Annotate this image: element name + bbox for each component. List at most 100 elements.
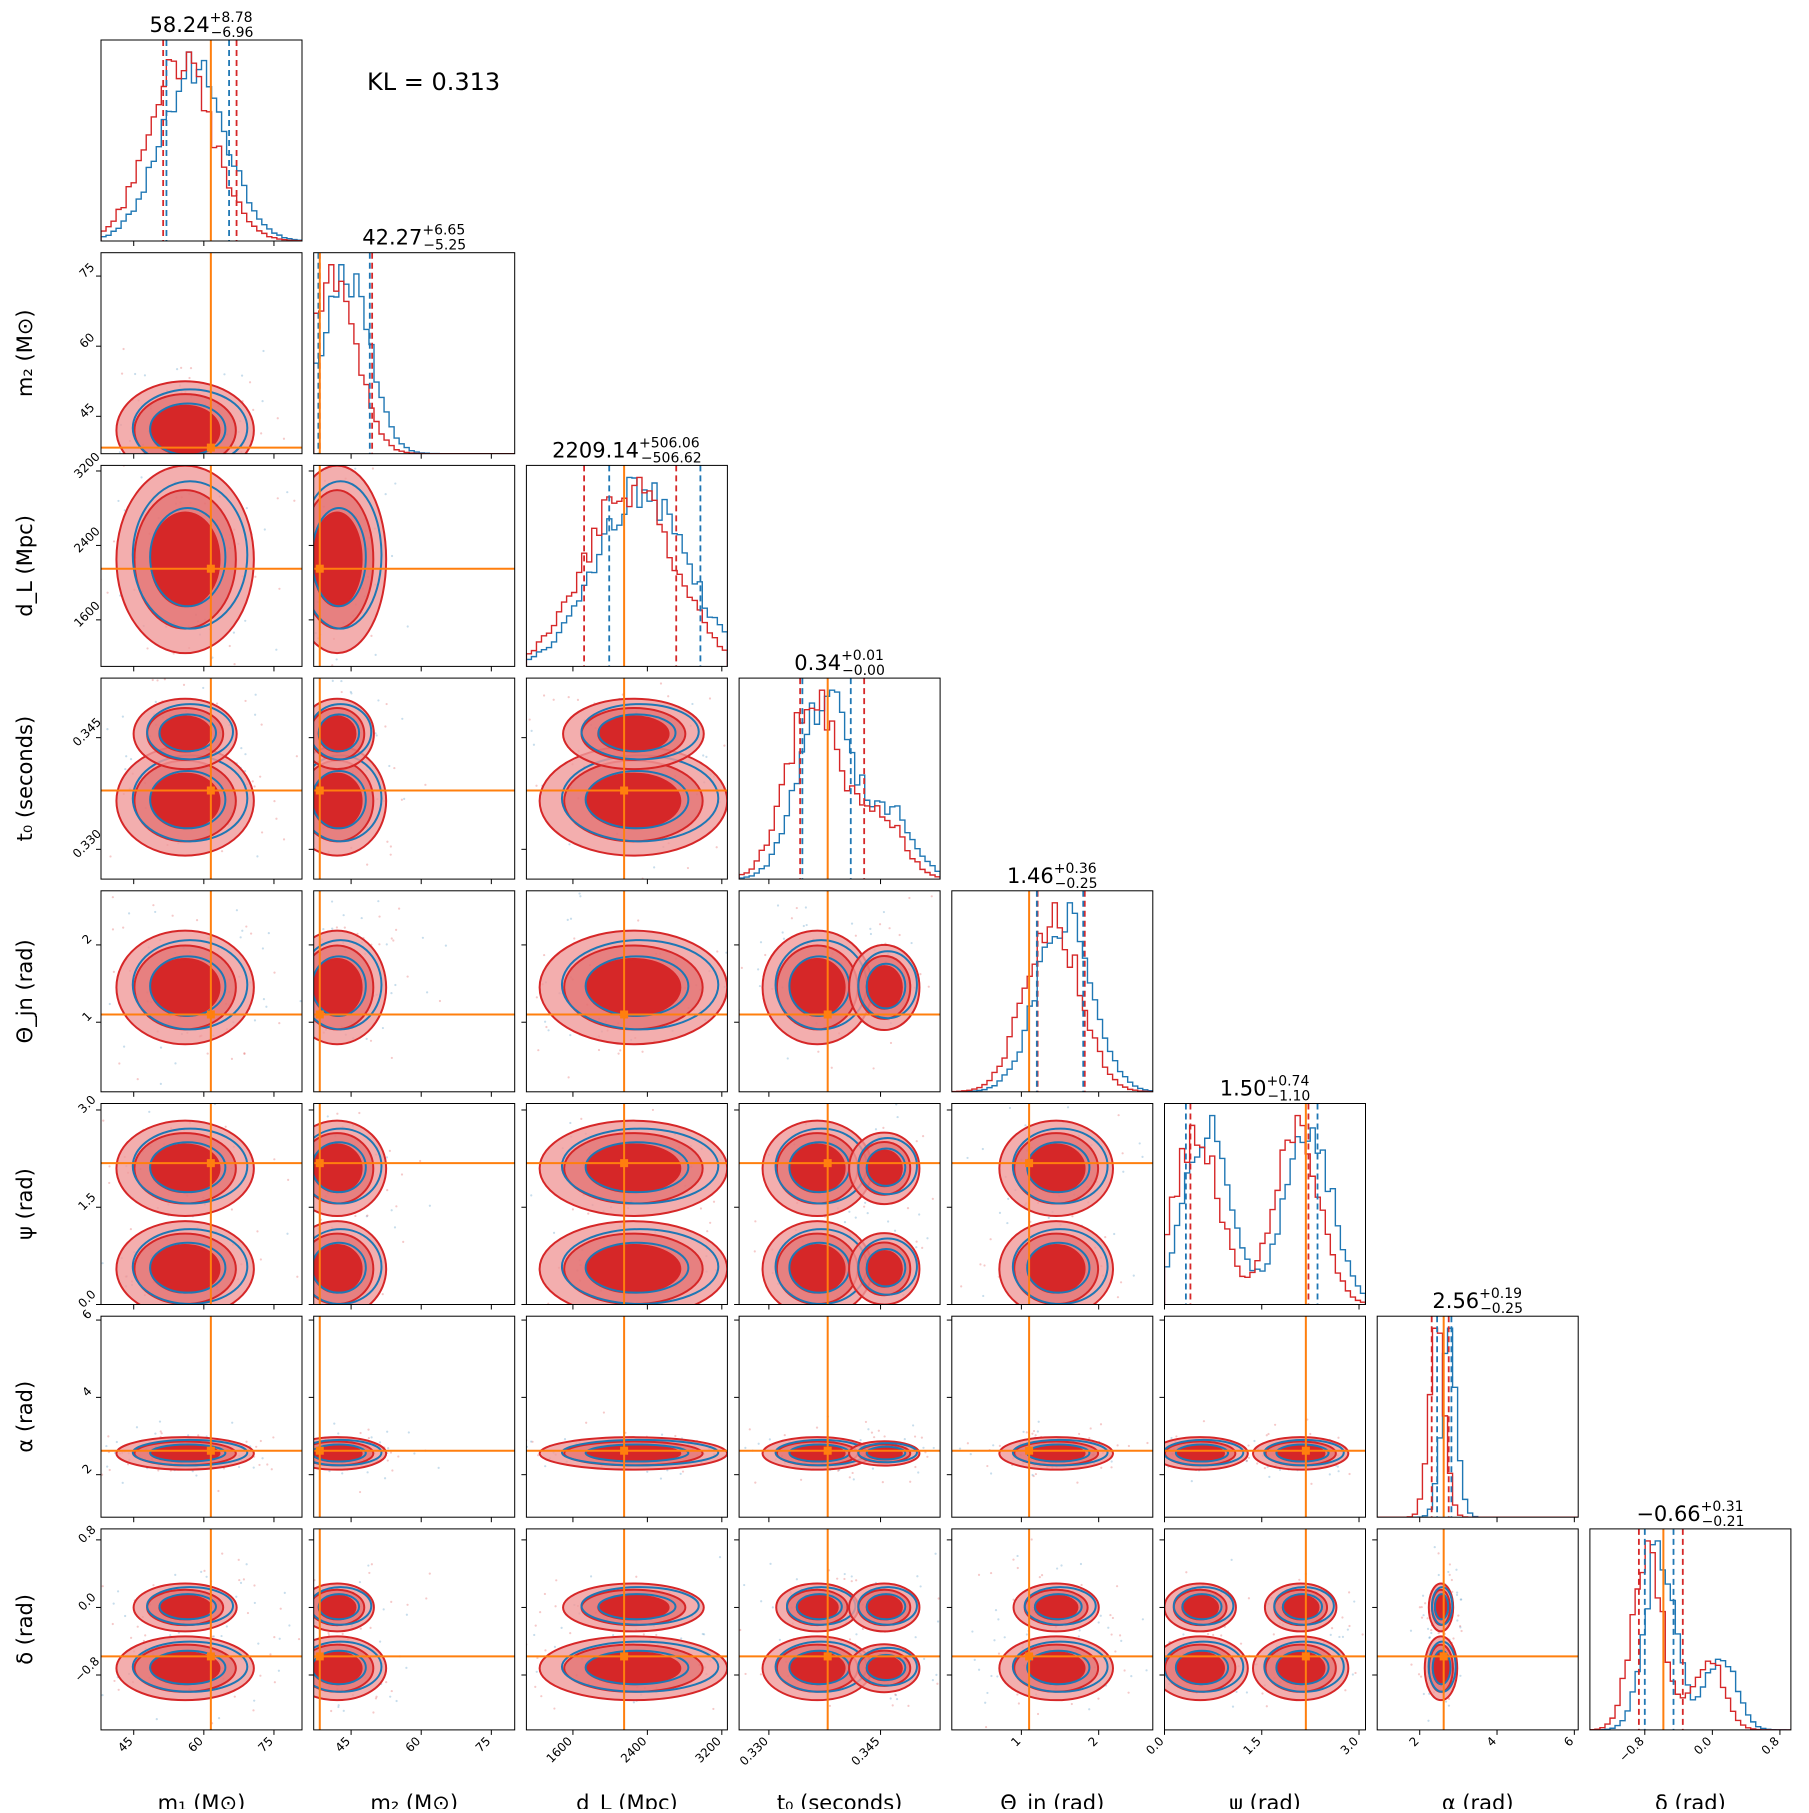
scatter-point xyxy=(378,1640,382,1643)
scatter-point xyxy=(983,1031,985,1033)
scatter-point xyxy=(1447,1704,1451,1707)
scatter-point xyxy=(765,1191,767,1193)
scatter-point xyxy=(1156,1446,1158,1448)
scatter-point xyxy=(1337,1436,1340,1439)
scatter-point xyxy=(1099,1423,1103,1426)
scatter-point xyxy=(403,748,405,750)
truth-marker xyxy=(1301,1652,1310,1661)
scatter-point xyxy=(259,1439,262,1443)
scatter-point xyxy=(154,700,157,703)
scatter-point xyxy=(390,1209,393,1212)
scatter-point xyxy=(1030,1538,1033,1541)
scatter-point xyxy=(354,1214,357,1218)
scatter-point xyxy=(191,1470,194,1473)
scatter-point xyxy=(155,1718,158,1721)
scatter-point xyxy=(709,1221,712,1224)
scatter-point xyxy=(1123,1554,1125,1556)
scatter-point xyxy=(327,1631,330,1635)
scatter-point xyxy=(73,1447,75,1449)
scatter-point xyxy=(428,1572,431,1575)
scatter-point xyxy=(276,497,279,500)
scatter-point xyxy=(158,1420,162,1423)
scatter-point xyxy=(335,658,338,661)
scatter-point xyxy=(225,364,227,366)
scatter-point xyxy=(112,540,116,543)
scatter-point xyxy=(285,1473,287,1475)
scatter-point xyxy=(268,787,270,789)
truth-marker xyxy=(1301,1446,1310,1455)
scatter-point xyxy=(285,1240,287,1242)
scatter-point xyxy=(244,753,247,756)
scatter-point xyxy=(264,490,266,492)
scatter-point xyxy=(113,1679,116,1683)
scatter-point xyxy=(734,1654,736,1656)
scatter-point xyxy=(215,702,219,705)
scatter-point xyxy=(1162,1429,1164,1431)
scatter-point xyxy=(238,1578,241,1582)
blue-contour-inner xyxy=(795,1593,843,1621)
scatter-point xyxy=(1422,1614,1425,1617)
x-tick-label-m2: 45 xyxy=(333,1734,354,1755)
scatter-point xyxy=(894,1693,898,1697)
scatter-point xyxy=(273,869,275,871)
scatter-point xyxy=(371,467,374,470)
scatter-point xyxy=(365,1215,368,1218)
blue-contour-inner xyxy=(1433,1593,1450,1621)
scatter-point xyxy=(202,686,205,690)
scatter-point xyxy=(534,1624,537,1627)
scatter-point xyxy=(134,372,137,376)
scatter-point xyxy=(408,668,410,670)
truth-marker xyxy=(315,1652,324,1661)
scatter-point xyxy=(576,698,580,701)
x-tick-label-delta: 0.0 xyxy=(1691,1734,1714,1757)
scatter-point xyxy=(303,1435,305,1437)
scatter-point xyxy=(242,1578,245,1581)
scatter-point xyxy=(220,1634,223,1638)
scatter-point xyxy=(230,1057,234,1060)
panel-title-dL: 2209.14+506.06 −506.62 xyxy=(552,435,701,466)
scatter-point xyxy=(848,1210,851,1213)
scatter-point xyxy=(990,1674,993,1678)
scatter-point xyxy=(754,1481,757,1484)
scatter-point xyxy=(540,1695,543,1698)
truth-marker xyxy=(206,786,215,795)
scatter-point xyxy=(984,1183,986,1185)
scatter-point xyxy=(850,1580,853,1583)
blue-contour-inner xyxy=(1033,1593,1083,1621)
scatter-point xyxy=(979,1263,982,1266)
scatter-point xyxy=(299,1193,301,1195)
scatter-point xyxy=(530,1440,533,1443)
panel-frame xyxy=(313,890,516,1093)
scatter-point xyxy=(275,817,278,820)
scatter-point xyxy=(260,723,263,726)
panel-title-plus: +6.65 xyxy=(422,223,465,239)
scatter-point xyxy=(310,936,312,938)
panel-m2-vs-m1 xyxy=(101,252,302,492)
scatter-point xyxy=(855,1579,858,1582)
scatter-point xyxy=(748,1190,750,1192)
scatter-point xyxy=(1116,1296,1120,1299)
scatter-point xyxy=(843,1577,846,1581)
scatter-point xyxy=(311,648,313,650)
scatter-point xyxy=(241,622,243,624)
histogram-blue-alpha xyxy=(1377,1327,1579,1518)
scatter-point xyxy=(217,1489,220,1493)
scatter-point xyxy=(297,1455,299,1457)
scatter-point xyxy=(281,735,283,737)
scatter-point xyxy=(954,1692,956,1694)
scatter-point xyxy=(305,1182,307,1184)
blue-contour-inner xyxy=(313,1241,367,1294)
blue-contour-outer xyxy=(857,950,918,1020)
scatter-point xyxy=(1016,1566,1019,1570)
panel-theta-vs-t0 xyxy=(739,890,985,1092)
panel-title-median: 0.34 xyxy=(794,651,841,675)
blue-contour-outer xyxy=(313,1586,373,1626)
panel-title-minus: −0.25 xyxy=(1055,876,1098,892)
scatter-point xyxy=(502,1201,504,1203)
scatter-point xyxy=(1147,1438,1149,1440)
scatter-point xyxy=(254,1577,256,1579)
scatter-point xyxy=(405,1666,408,1669)
scatter-point xyxy=(1135,1592,1137,1594)
scatter-point xyxy=(256,977,258,979)
panel-frame xyxy=(525,1528,728,1731)
